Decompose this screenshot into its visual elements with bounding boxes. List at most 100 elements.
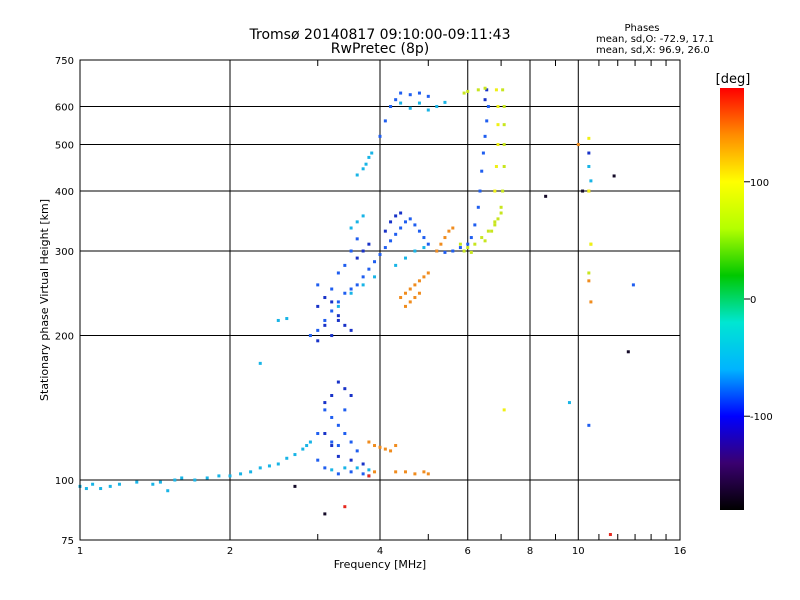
data-point [469,250,473,254]
data-point [336,423,340,427]
data-point [626,350,630,354]
data-point [330,468,334,472]
data-point [394,98,398,102]
data-point [589,179,593,183]
data-point [361,472,365,476]
data-point [323,408,327,412]
data-point [451,249,455,253]
data-point [349,249,353,253]
data-point [367,468,371,472]
data-point [481,151,485,155]
data-point [581,189,585,193]
data-point [217,474,221,478]
data-point [462,91,466,95]
data-point [403,256,407,260]
data-point [336,472,340,476]
data-point [502,123,506,127]
data-point [323,401,327,405]
data-point [394,444,398,448]
data-point [587,423,591,427]
data-point [443,236,447,240]
y-tick-label: 600 [55,103,74,114]
y-tick-label: 300 [55,247,74,258]
data-point [426,271,430,275]
data-point [355,237,359,241]
data-point [408,287,412,291]
data-point [364,162,368,166]
data-point [343,432,347,436]
data-point [316,458,320,462]
data-point [408,106,412,110]
data-point [336,304,340,308]
data-point [587,136,591,140]
data-point [91,482,95,486]
data-point [308,334,312,338]
data-points [78,86,635,537]
x-tick-label: 2 [227,546,233,557]
data-point [469,236,473,240]
data-point [389,449,393,453]
data-point [355,449,359,453]
data-point [417,91,421,95]
data-point [239,472,243,476]
x-axis-label: Frequency [MHz] [334,558,426,571]
data-point [308,440,312,444]
data-point [330,300,334,304]
x-tick-label: 6 [465,546,471,557]
data-point [370,151,374,155]
axis-ticks [317,60,667,540]
plot-frame [79,59,681,541]
data-point [587,151,591,155]
data-point [480,236,484,240]
data-point [258,466,262,470]
data-point [587,279,591,283]
data-point [249,470,253,474]
data-point [361,249,365,253]
data-point [373,470,377,474]
data-point [408,300,412,304]
data-point [316,432,320,436]
data-point [587,271,591,275]
data-point [276,318,280,322]
data-point [285,456,289,460]
data-point [336,300,340,304]
data-point [443,100,447,104]
data-point [305,444,309,448]
data-point [451,226,455,230]
data-point [330,334,334,338]
data-point [378,445,382,449]
data-point [493,223,497,227]
data-point [84,487,88,491]
data-point [389,220,393,224]
data-point [276,462,280,466]
data-point [417,291,421,295]
data-point [355,466,359,470]
data-point [426,108,430,112]
data-point [490,229,494,233]
data-point [466,242,470,246]
data-point [478,189,482,193]
x-tick-label: 1 [77,546,83,557]
data-point [608,533,612,537]
data-point [403,291,407,295]
data-point [544,194,548,198]
data-point [267,464,271,468]
data-point [383,229,387,233]
data-point [399,101,403,105]
data-point [499,205,503,209]
data-point [258,361,262,365]
data-point [383,246,387,250]
colorbar [720,88,744,510]
data-point [323,323,327,327]
data-point [373,275,377,279]
data-point [589,242,593,246]
data-point [426,242,430,246]
data-point [355,283,359,287]
phases-o-stats: mean, sd,O: -72.9, 17.1 [596,34,714,45]
data-point [399,211,403,215]
data-point [422,275,426,279]
data-point [330,415,334,419]
y-tick-label: 400 [55,187,74,198]
data-point [413,296,417,300]
